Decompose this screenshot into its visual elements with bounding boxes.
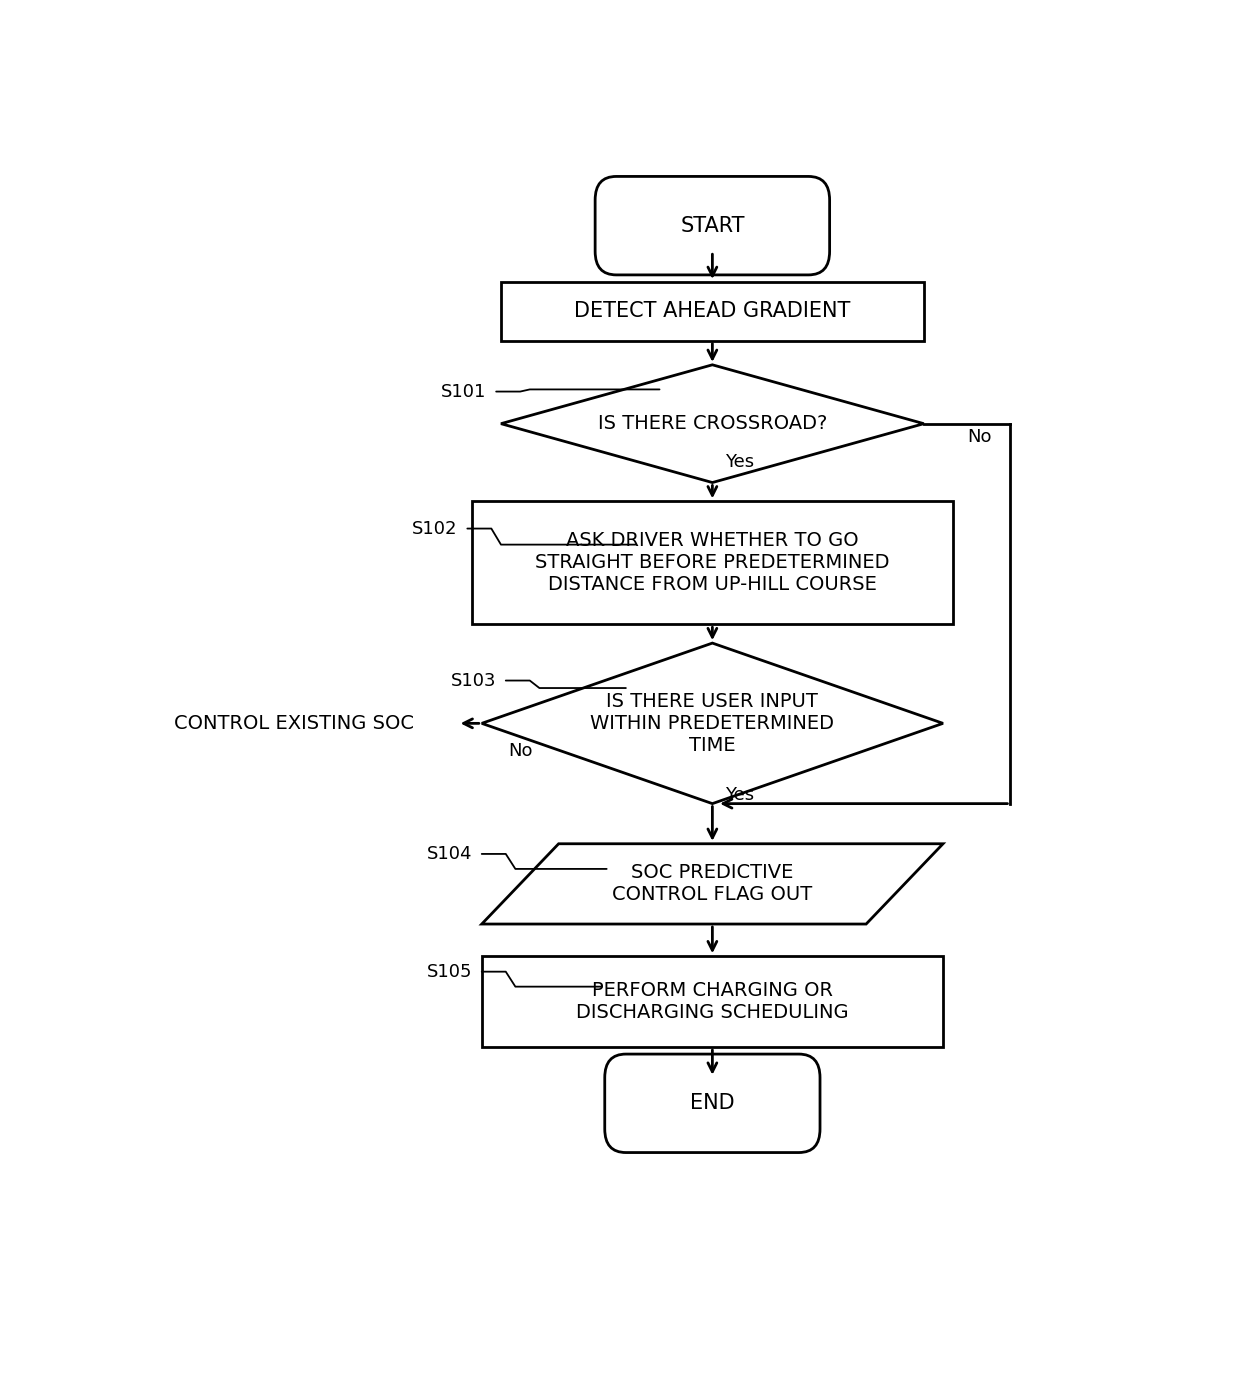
Text: END: END (691, 1094, 734, 1113)
Text: SOC PREDICTIVE
CONTROL FLAG OUT: SOC PREDICTIVE CONTROL FLAG OUT (613, 863, 812, 905)
Polygon shape (481, 644, 942, 803)
Text: IS THERE USER INPUT
WITHIN PREDETERMINED
TIME: IS THERE USER INPUT WITHIN PREDETERMINED… (590, 692, 835, 755)
Text: No: No (508, 741, 532, 759)
Text: S103: S103 (450, 671, 496, 689)
Text: S101: S101 (441, 382, 486, 400)
Text: Yes: Yes (725, 787, 754, 803)
Text: PERFORM CHARGING OR
DISCHARGING SCHEDULING: PERFORM CHARGING OR DISCHARGING SCHEDULI… (577, 981, 848, 1022)
Text: S105: S105 (427, 963, 472, 981)
Bar (481, 956, 942, 1047)
Text: ASK DRIVER WHETHER TO GO
STRAIGHT BEFORE PREDETERMINED
DISTANCE FROM UP-HILL COU: ASK DRIVER WHETHER TO GO STRAIGHT BEFORE… (536, 531, 889, 595)
FancyBboxPatch shape (595, 177, 830, 275)
Text: DETECT AHEAD GRADIENT: DETECT AHEAD GRADIENT (574, 302, 851, 321)
Polygon shape (481, 844, 944, 924)
Text: No: No (967, 428, 992, 446)
Bar (501, 282, 924, 341)
Text: S104: S104 (427, 845, 472, 863)
Polygon shape (501, 364, 924, 482)
Bar (472, 502, 952, 624)
Text: CONTROL EXISTING SOC: CONTROL EXISTING SOC (175, 714, 414, 733)
Text: IS THERE CROSSROAD?: IS THERE CROSSROAD? (598, 414, 827, 434)
Text: START: START (680, 215, 745, 236)
FancyBboxPatch shape (605, 1054, 820, 1152)
Text: S102: S102 (412, 520, 458, 538)
Text: Yes: Yes (725, 453, 754, 471)
